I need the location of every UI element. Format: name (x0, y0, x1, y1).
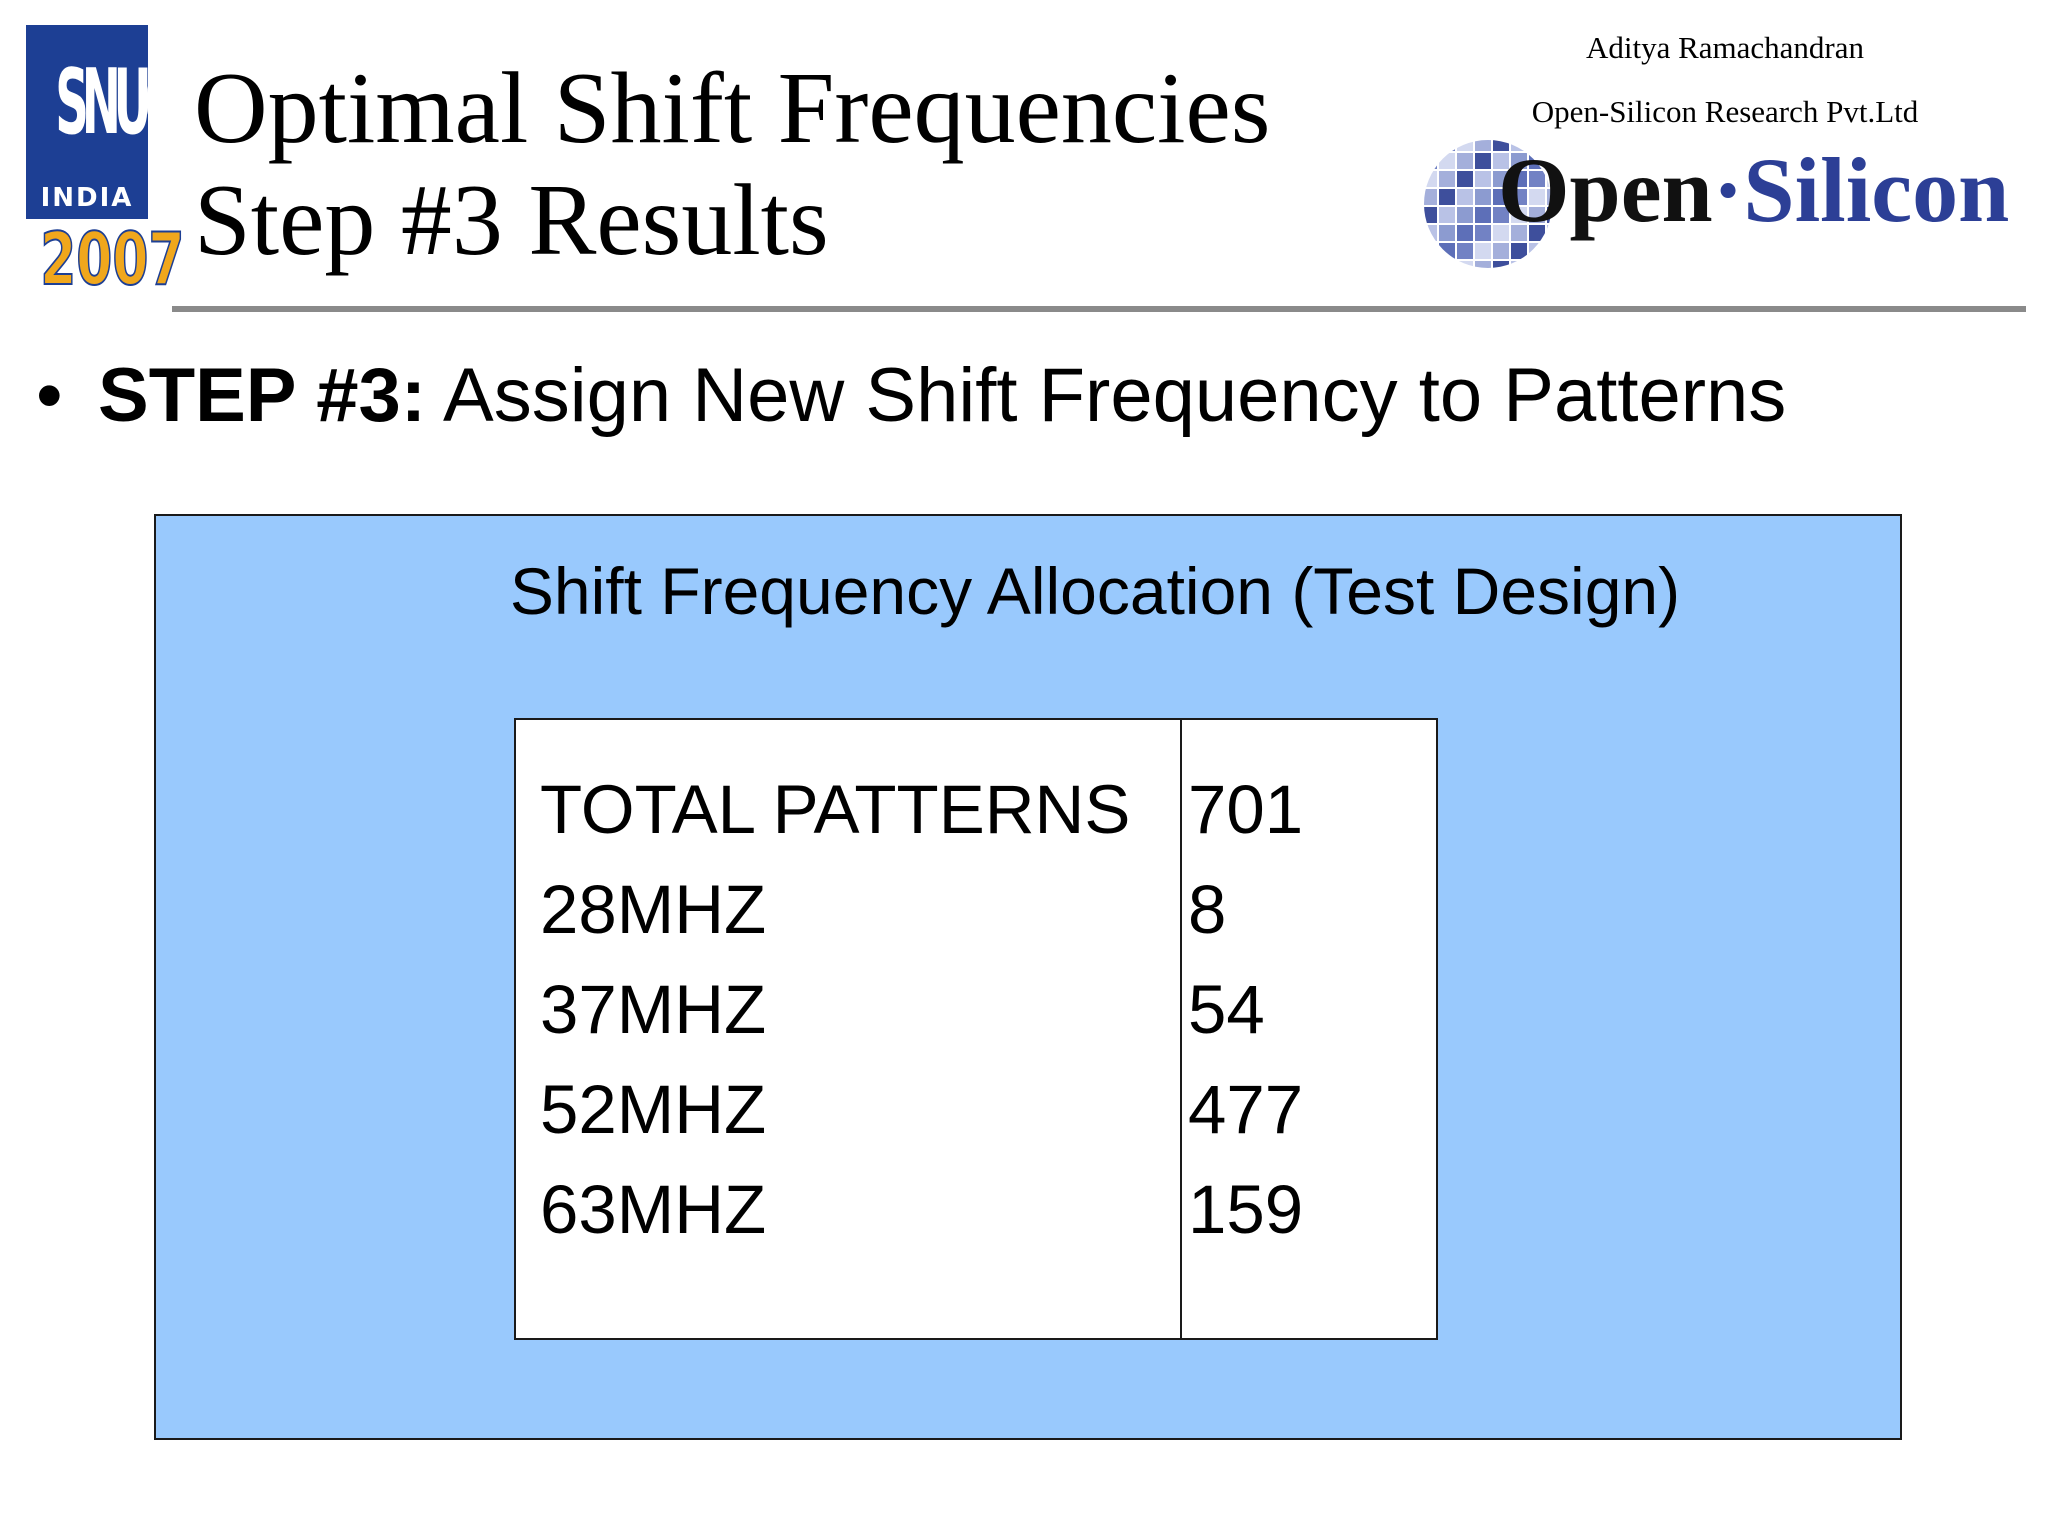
table-row-label: 28MHZ (540, 871, 767, 948)
mosaic-tile (1529, 243, 1545, 259)
mosaic-tile (1511, 243, 1527, 259)
mosaic-tile (1475, 243, 1491, 259)
table-row-label: TOTAL PATTERNS (540, 771, 1131, 848)
mosaic-tile (1424, 140, 1437, 151)
snug-logo-year: 2007 (39, 217, 185, 301)
mosaic-tile (1475, 261, 1491, 268)
table-row-value: 8 (1188, 871, 1227, 948)
mosaic-tile (1439, 153, 1455, 169)
slide-title-line-2: Step #3 Results (194, 164, 829, 277)
mosaic-tile (1457, 171, 1473, 187)
header-divider (172, 306, 2026, 312)
open-silicon-logo: Open·Silicon (1420, 134, 2020, 274)
mosaic-tile (1439, 261, 1455, 268)
mosaic-tile (1475, 140, 1491, 151)
bullet-dot-icon: • (36, 353, 63, 438)
mosaic-tile (1439, 243, 1455, 259)
mosaic-tile (1475, 207, 1491, 223)
mosaic-tile (1457, 153, 1473, 169)
mosaic-tile (1439, 207, 1455, 223)
mosaic-tile (1424, 207, 1437, 223)
table-row-label: 63MHZ (540, 1171, 767, 1248)
mosaic-tile (1511, 261, 1527, 268)
mosaic-tile (1424, 243, 1437, 259)
mosaic-tile (1439, 140, 1455, 151)
slide-title-line-1: Optimal Shift Frequencies (194, 52, 1271, 165)
table-row-label: 52MHZ (540, 1071, 767, 1148)
snug-logo-letters: SNUG (55, 50, 148, 155)
step-bullet-label: STEP #3: (98, 353, 427, 438)
table-column-divider (1180, 720, 1182, 1338)
mosaic-tile (1529, 225, 1545, 241)
mosaic-tile (1424, 189, 1437, 205)
mosaic-tile (1511, 225, 1527, 241)
mosaic-tile (1424, 225, 1437, 241)
table-row: 52MHZ 477 (516, 1060, 1436, 1160)
mosaic-tile (1547, 207, 1552, 223)
author-organization: Open-Silicon Research Pvt.Ltd (1531, 94, 1919, 129)
mosaic-tile (1511, 189, 1527, 205)
snug-logo-blue-block: SNUG INDIA (26, 25, 148, 219)
mosaic-tile (1547, 261, 1552, 268)
mosaic-tile (1493, 225, 1509, 241)
mosaic-tile (1475, 189, 1491, 205)
table-row: 63MHZ 159 (516, 1160, 1436, 1260)
open-silicon-wordmark: Open·Silicon (1498, 144, 2009, 236)
mosaic-tile (1457, 261, 1473, 268)
mosaic-tile (1529, 189, 1545, 205)
mosaic-tile (1511, 207, 1527, 223)
mosaic-tile (1511, 153, 1527, 169)
table-row: 37MHZ 54 (516, 960, 1436, 1060)
mosaic-tile (1511, 171, 1527, 187)
table-row-value: 477 (1188, 1071, 1304, 1148)
mosaic-tile (1457, 140, 1473, 151)
mosaic-tile (1424, 171, 1437, 187)
mosaic-tile (1547, 189, 1552, 205)
allocation-panel-title: Shift Frequency Allocation (Test Design) (509, 554, 1681, 628)
mosaic-tile (1424, 153, 1437, 169)
mosaic-tile (1493, 261, 1509, 268)
mosaic-tile (1424, 261, 1437, 268)
table-row-value: 54 (1188, 971, 1265, 1048)
mosaic-tile (1493, 189, 1509, 205)
mosaic-tile (1439, 189, 1455, 205)
snug-logo-region: INDIA (40, 183, 134, 213)
mosaic-tile (1457, 189, 1473, 205)
mosaic-tile (1475, 153, 1491, 169)
open-silicon-wordmark-dot: · (1712, 139, 1744, 241)
mosaic-tile (1457, 225, 1473, 241)
mosaic-tile (1475, 225, 1491, 241)
mosaic-tile (1547, 243, 1552, 259)
mosaic-tile (1475, 171, 1491, 187)
mosaic-tile (1493, 171, 1509, 187)
table-row-value: 701 (1188, 771, 1304, 848)
table-row: 28MHZ 8 (516, 860, 1436, 960)
snug-india-2007-logo: SNUG INDIA 2007 (26, 25, 185, 301)
mosaic-tile (1529, 261, 1545, 268)
mosaic-tile (1529, 171, 1545, 187)
mosaic-tile (1529, 207, 1545, 223)
table-row: TOTAL PATTERNS 701 (516, 760, 1436, 860)
mosaic-tile (1493, 153, 1509, 169)
author-name: Aditya Ramachandran (1585, 30, 1865, 65)
mosaic-tile (1493, 207, 1509, 223)
open-silicon-wordmark-silicon: Silicon (1743, 139, 2010, 241)
table-row-label: 37MHZ (540, 971, 767, 1048)
open-silicon-wordmark-open: Open (1498, 139, 1713, 241)
table-row-value: 159 (1188, 1171, 1304, 1248)
mosaic-tile (1493, 243, 1509, 259)
mosaic-tile (1439, 171, 1455, 187)
step-bullet: • STEP #3: Assign New Shift Frequency to … (36, 358, 1786, 434)
mosaic-tile (1493, 140, 1509, 151)
mosaic-tile (1439, 225, 1455, 241)
open-silicon-mosaic-icon (1424, 140, 1552, 268)
mosaic-tile (1457, 207, 1473, 223)
mosaic-tile (1457, 243, 1473, 259)
allocation-table: TOTAL PATTERNS 701 28MHZ 8 37MHZ 54 52MH… (514, 718, 1438, 1340)
step-bullet-text: Assign New Shift Frequency to Patterns (426, 353, 1787, 438)
